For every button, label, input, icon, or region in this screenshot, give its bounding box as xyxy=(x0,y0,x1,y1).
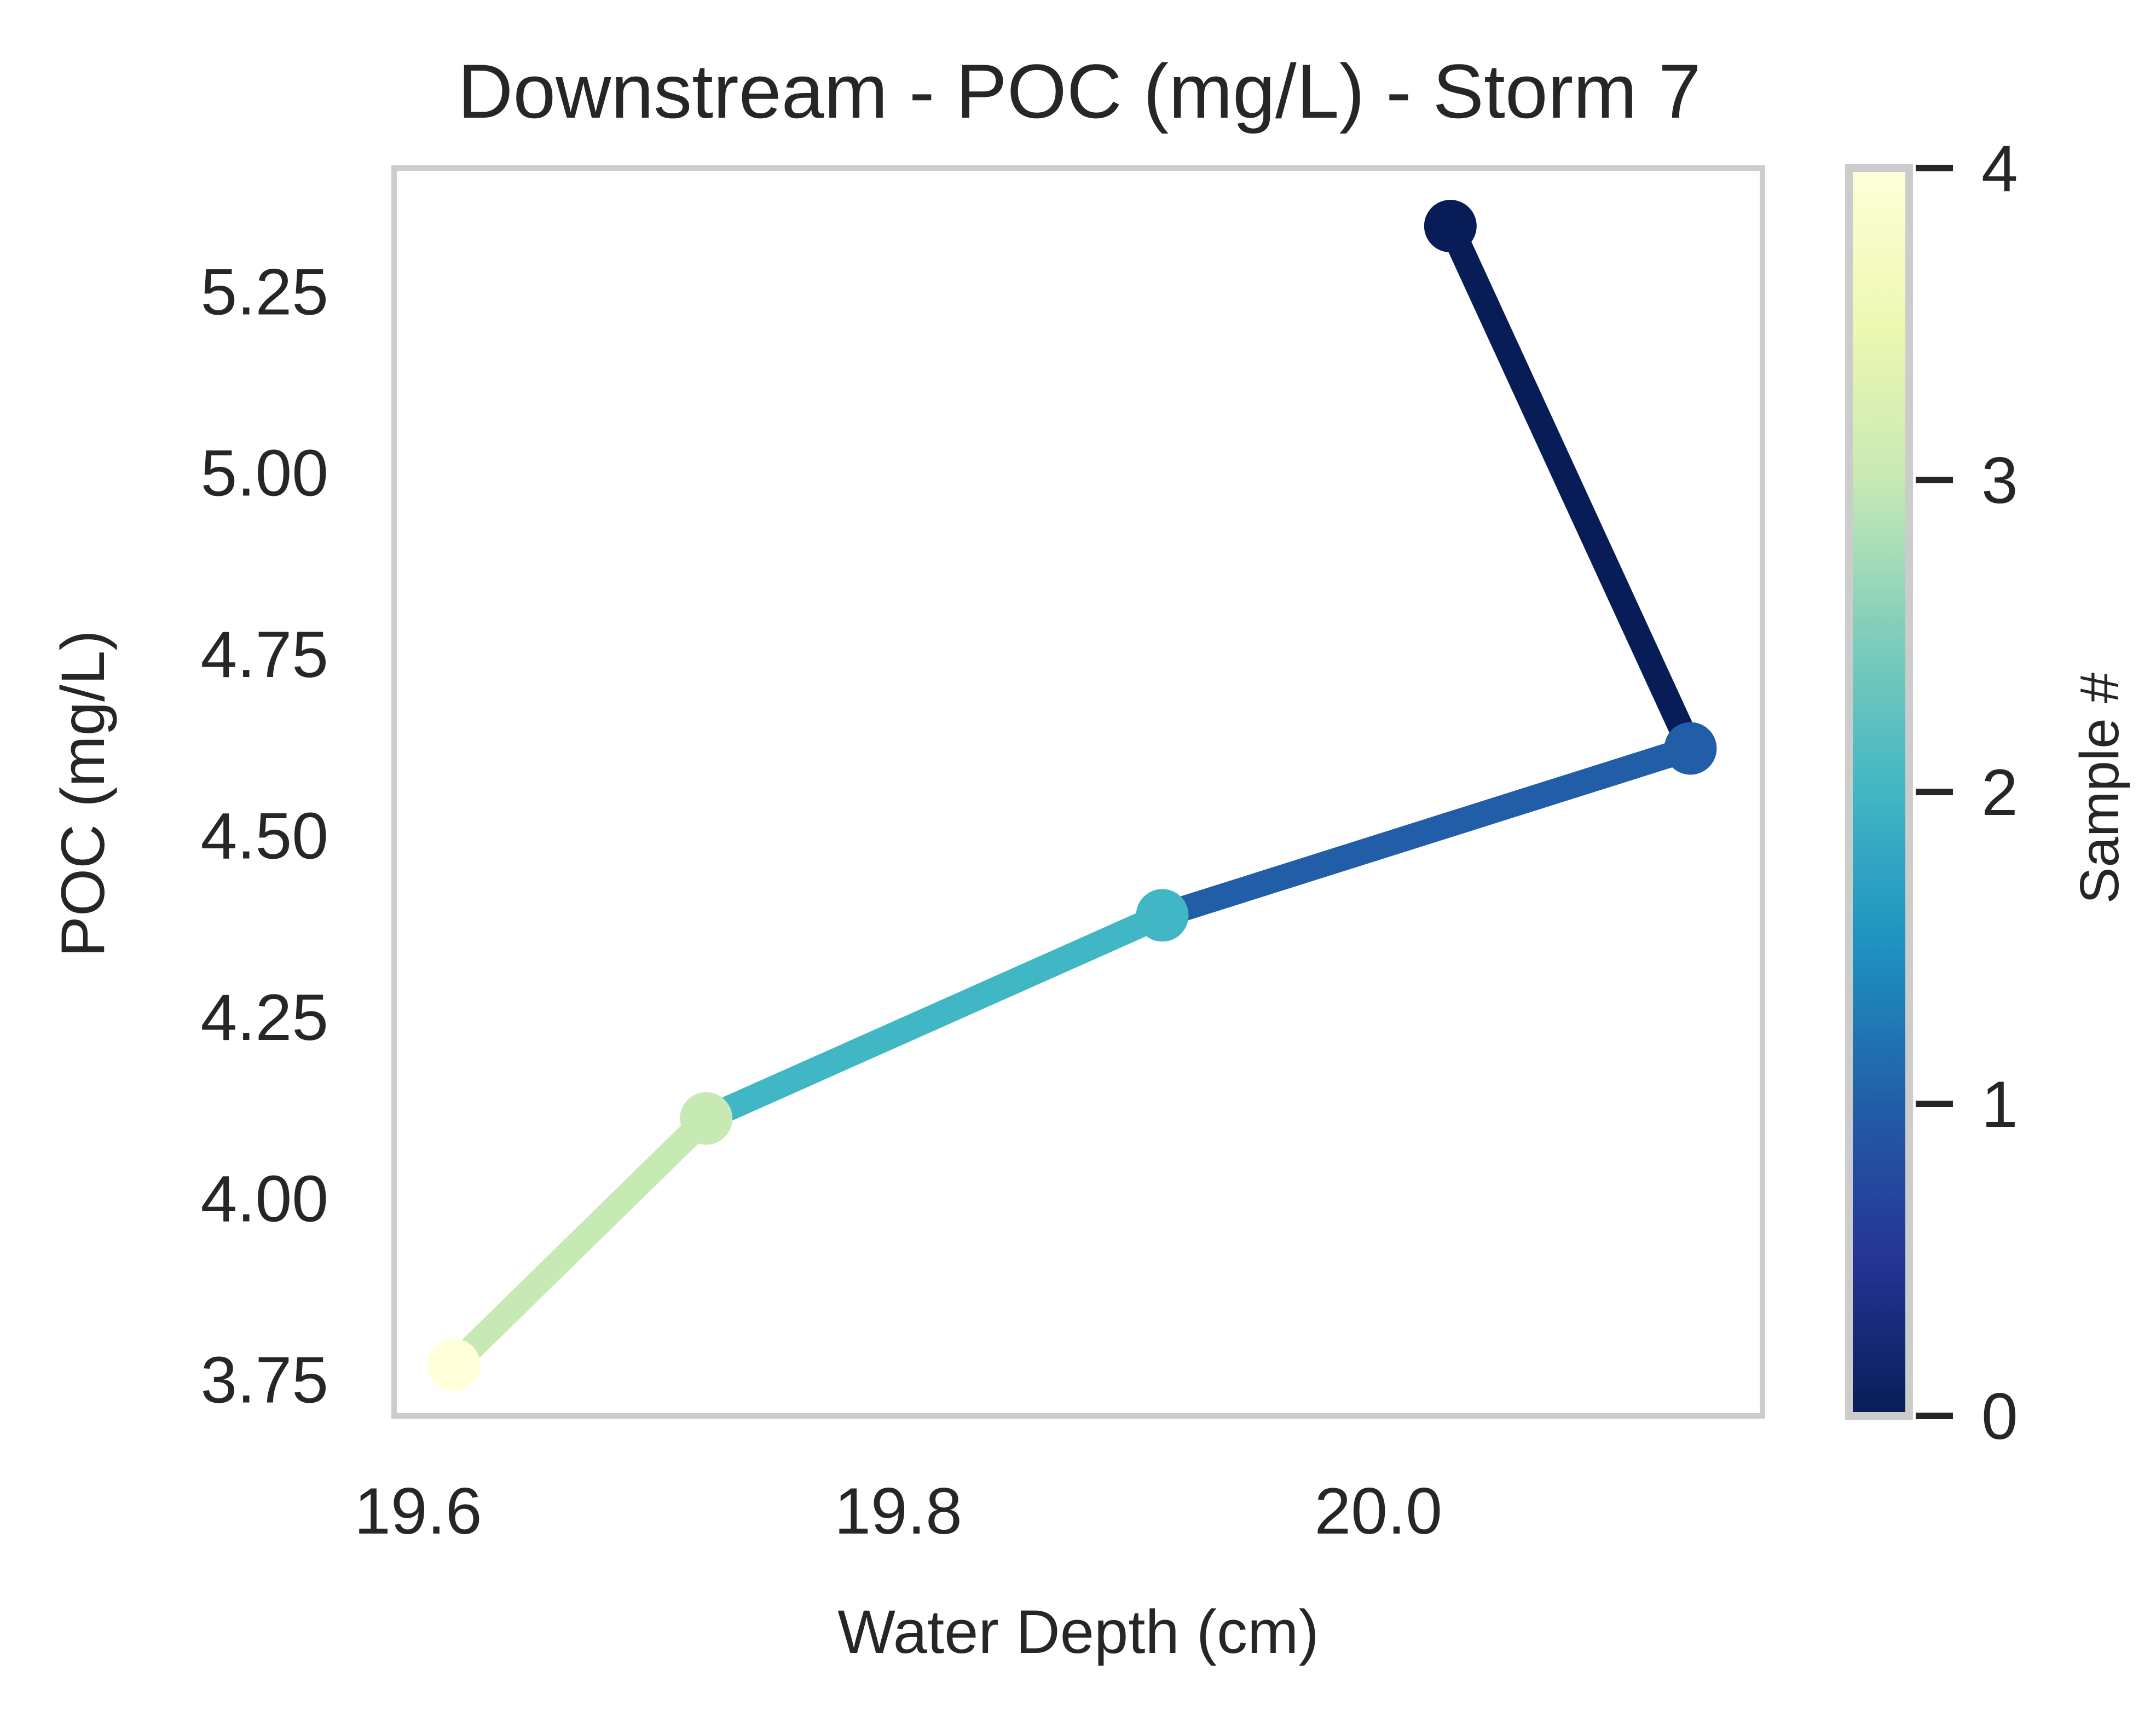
data-point xyxy=(1664,722,1717,775)
y-tick-label: 3.75 xyxy=(200,1344,328,1417)
colorbar-tick-label: 0 xyxy=(1981,1380,2018,1453)
line-segment xyxy=(1438,221,1702,754)
colorbar xyxy=(1845,164,1913,1420)
chart-title: Downstream - POC (mg/L) - Storm 7 xyxy=(458,48,1701,134)
data-point xyxy=(1424,200,1477,253)
data-point xyxy=(427,1339,481,1392)
x-axis-label: Water Depth (cm) xyxy=(837,1598,1319,1666)
y-tick-label: 5.00 xyxy=(200,437,328,510)
colorbar-tick-label: 1 xyxy=(1981,1068,2018,1141)
series-lines xyxy=(445,221,1702,1374)
x-tick-label: 19.6 xyxy=(354,1474,482,1548)
y-tick-label: 4.00 xyxy=(200,1162,328,1235)
y-tick-label: 4.50 xyxy=(200,800,328,873)
colorbar-tick-label: 2 xyxy=(1981,756,2018,829)
data-point xyxy=(680,1092,733,1145)
line-segment xyxy=(701,904,1167,1130)
colorbar-tick-label: 4 xyxy=(1981,132,2018,205)
y-tick-labels: 3.75 4.00 4.25 4.50 4.75 5.00 5.25 xyxy=(200,255,328,1416)
series-points xyxy=(427,200,1717,1392)
data-point xyxy=(1136,889,1189,942)
x-tick-label: 20.0 xyxy=(1314,1474,1442,1548)
y-tick-label: 4.25 xyxy=(200,981,328,1054)
y-tick-label: 5.25 xyxy=(200,255,328,328)
y-axis-label: POC (mg/L) xyxy=(49,630,117,957)
line-segment xyxy=(1158,736,1695,928)
colorbar-tick-label: 3 xyxy=(1981,444,2018,517)
x-tick-labels: 19.6 19.8 20.0 xyxy=(354,1474,1442,1548)
colorbar-ticks: 0 1 2 3 4 xyxy=(1916,132,2018,1453)
line-segment xyxy=(445,1109,715,1374)
colorbar-label: Sample # xyxy=(2069,672,2130,904)
x-tick-label: 19.8 xyxy=(834,1474,962,1548)
y-tick-label: 4.75 xyxy=(200,618,328,691)
